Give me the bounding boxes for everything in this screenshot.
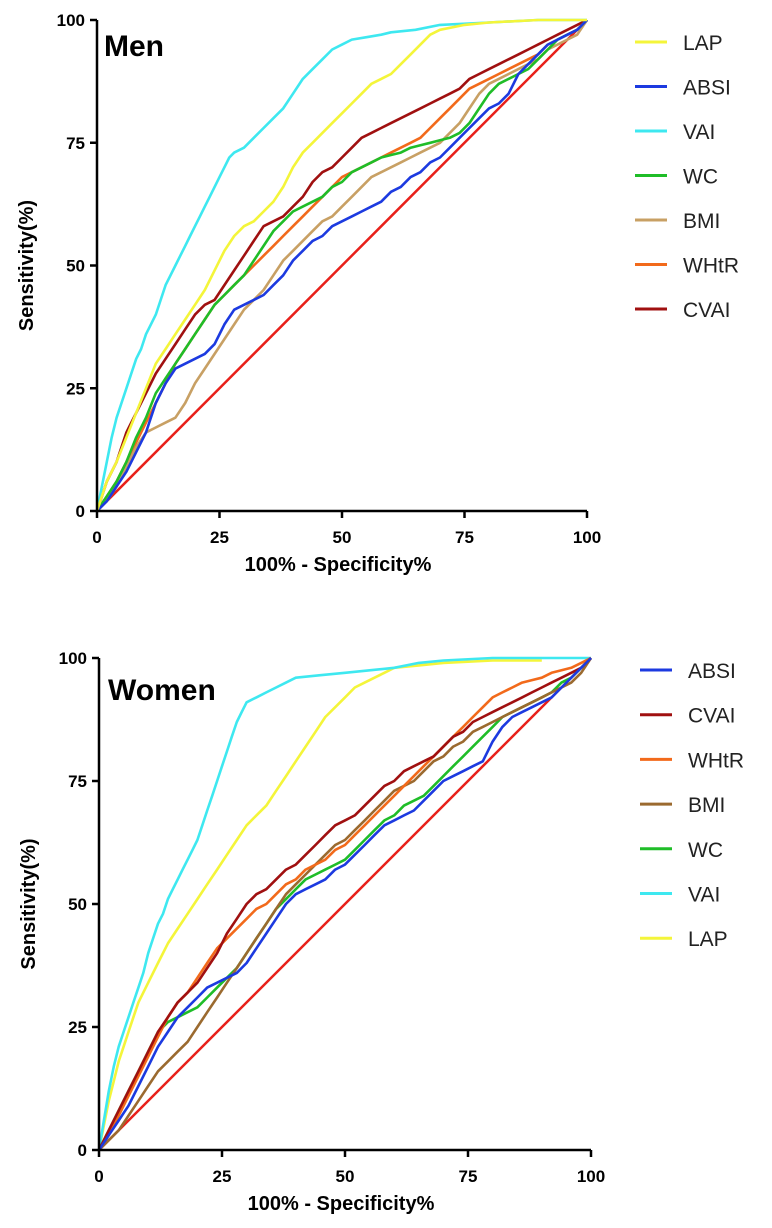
panel-label: Men: [104, 30, 164, 63]
legend-item: WC: [640, 839, 723, 862]
x-tick-label: 50: [336, 1167, 355, 1186]
legend-label: WHtR: [683, 255, 739, 278]
legend-label: ABSI: [688, 660, 736, 683]
x-tick-label: 100: [577, 1167, 605, 1186]
legend-item: WHtR: [635, 255, 739, 278]
y-tick-label: 75: [68, 772, 87, 791]
y-axis-title: Sensitivity(%): [16, 200, 38, 331]
series-line-bmi: [98, 657, 593, 1151]
y-tick-label: 0: [76, 502, 85, 521]
series-line-cvai: [95, 18, 588, 512]
panel-label: Women: [108, 674, 216, 707]
legend-item: ABSI: [640, 660, 736, 683]
x-tick-label: 25: [213, 1167, 232, 1186]
legend-label: VAI: [683, 121, 715, 144]
legend-item: VAI: [635, 121, 715, 144]
reference-diagonal-line: [98, 657, 592, 1151]
y-tick-label: 25: [68, 1018, 87, 1037]
x-tick-label: 100: [573, 528, 601, 547]
roc-panel-0: 0 25 50 75 100 0 25 50 75 100 100% - Specificity% S…: [16, 11, 739, 576]
y-tick-label: 50: [66, 257, 85, 276]
series-line-absi: [97, 657, 592, 1151]
x-tick-label: 25: [210, 528, 229, 547]
legend-label: WC: [683, 166, 718, 189]
legend-label: CVAI: [683, 299, 730, 322]
series-line-cvai: [97, 657, 592, 1151]
legend-item: BMI: [635, 210, 720, 233]
y-axis-title: Sensitivity(%): [18, 838, 40, 969]
legend-item: WHtR: [640, 749, 744, 772]
y-tick-label: 0: [78, 1141, 87, 1160]
legend-item: CVAI: [635, 299, 730, 322]
legend-item: ABSI: [635, 77, 731, 100]
y-tick-label: 50: [68, 895, 87, 914]
legend-item: WC: [635, 166, 718, 189]
legend-label: ABSI: [683, 77, 731, 100]
y-tick-label: 100: [59, 649, 87, 668]
legend-item: LAP: [635, 32, 723, 55]
legend-item: BMI: [640, 794, 725, 817]
x-tick-label: 75: [459, 1167, 478, 1186]
legend-item: LAP: [640, 928, 728, 951]
x-tick-label: 0: [94, 1167, 103, 1186]
legend: ABSI CVAI WHtR BMI WC VAI LAP: [640, 660, 744, 951]
series-line-bmi: [96, 19, 589, 512]
series-line-absi: [96, 19, 588, 512]
legend-item: VAI: [640, 884, 720, 907]
series-line-wc: [95, 19, 588, 512]
y-tick-label: 25: [66, 379, 85, 398]
legend-label: WC: [688, 839, 723, 862]
y-tick-label: 75: [66, 134, 85, 153]
legend-label: LAP: [688, 928, 728, 951]
series-line-vai: [97, 656, 591, 1151]
legend-label: CVAI: [688, 705, 735, 728]
x-tick-label: 0: [92, 528, 101, 547]
x-tick-label: 50: [333, 528, 352, 547]
legend-label: LAP: [683, 32, 723, 55]
x-axis-title: 100% - Specificity%: [248, 1193, 435, 1215]
roc-panel-1: 0 25 50 75 100 0 25 50 75 100 100% - Specificity% S…: [18, 649, 744, 1215]
legend-item: CVAI: [640, 705, 735, 728]
series-line-lap: [97, 659, 542, 1151]
legend-label: BMI: [683, 210, 720, 233]
series-line-vai: [95, 18, 587, 512]
legend: LAP ABSI VAI WC BMI WHtR CVAI: [635, 32, 739, 322]
x-axis-title: 100% - Specificity%: [245, 554, 432, 576]
legend-label: VAI: [688, 884, 720, 907]
x-tick-label: 75: [455, 528, 474, 547]
reference-diagonal-line: [96, 19, 588, 512]
legend-label: BMI: [688, 794, 725, 817]
y-tick-label: 100: [57, 11, 85, 30]
series-line-lap: [95, 18, 587, 512]
legend-label: WHtR: [688, 749, 744, 772]
